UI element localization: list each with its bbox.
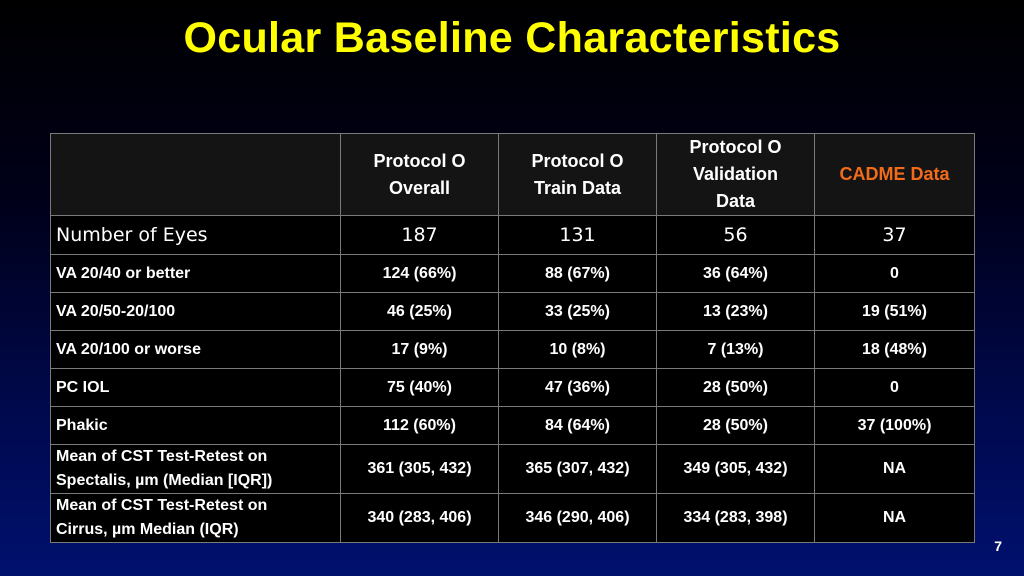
table-cell: 346 (290, 406) <box>498 493 657 543</box>
row-label: VA 20/40 or better <box>50 254 341 293</box>
table-cell: 28 (50%) <box>656 368 815 407</box>
table-row: VA 20/100 or worse 17 (9%) 10 (8%) 7 (13… <box>50 330 975 369</box>
table-cell: 37 (100%) <box>814 406 975 445</box>
header-line: Protocol O <box>373 150 466 171</box>
row-label: VA 20/50-20/100 <box>50 292 341 331</box>
table-cell: 187 <box>340 215 499 255</box>
number-of-eyes-row: Number of Eyes 187 131 56 37 <box>50 215 975 255</box>
header-row: Protocol O Overall Protocol O Train Data… <box>50 133 975 216</box>
header-protocol-o-overall: Protocol O Overall <box>340 133 499 216</box>
row-label: Number of Eyes <box>50 215 341 255</box>
slide-title: Ocular Baseline Characteristics <box>183 14 841 62</box>
table-cell: 47 (36%) <box>498 368 657 407</box>
table-cell: NA <box>814 444 975 494</box>
table-cell: 56 <box>656 215 815 255</box>
header-cadme-data: CADME Data <box>814 133 975 216</box>
table-row: Mean of CST Test-Retest on Cirrus, µm Me… <box>50 493 975 543</box>
baseline-table: Protocol O Overall Protocol O Train Data… <box>50 133 975 543</box>
table-cell: 361 (305, 432) <box>340 444 499 494</box>
table-cell: 112 (60%) <box>340 406 499 445</box>
table-cell: 17 (9%) <box>340 330 499 369</box>
table-cell: 75 (40%) <box>340 368 499 407</box>
table-row: Phakic 112 (60%) 84 (64%) 28 (50%) 37 (1… <box>50 406 975 445</box>
table-row: PC IOL 75 (40%) 47 (36%) 28 (50%) 0 <box>50 368 975 407</box>
table-cell: 0 <box>814 368 975 407</box>
table-cell: 7 (13%) <box>656 330 815 369</box>
header-line: Data <box>715 191 755 211</box>
header-line: Train Data <box>533 177 622 198</box>
table-cell: 124 (66%) <box>340 254 499 293</box>
header-corner-cell <box>50 133 341 216</box>
table-cell: 131 <box>498 215 657 255</box>
table-cell: 365 (307, 432) <box>498 444 657 494</box>
table-cell: 28 (50%) <box>656 406 815 445</box>
row-label: PC IOL <box>50 368 341 407</box>
table-row: VA 20/50-20/100 46 (25%) 33 (25%) 13 (23… <box>50 292 975 331</box>
header-protocol-o-validation: Protocol O Validation Data <box>656 133 815 216</box>
header-line: Protocol O <box>689 137 782 157</box>
header-protocol-o-train: Protocol O Train Data <box>498 133 657 216</box>
table-cell: 0 <box>814 254 975 293</box>
table-cell: 18 (48%) <box>814 330 975 369</box>
row-label-line: Cirrus, µm Median (IQR) <box>56 521 239 538</box>
row-label: Mean of CST Test-Retest on Cirrus, µm Me… <box>50 493 341 543</box>
row-label-line: Mean of CST Test-Retest on <box>56 497 268 514</box>
header-line: Overall <box>388 177 451 198</box>
table-cell: 36 (64%) <box>656 254 815 293</box>
row-label: Mean of CST Test-Retest on Spectalis, µm… <box>50 444 341 494</box>
table-cell: 46 (25%) <box>340 292 499 331</box>
table-cell: 84 (64%) <box>498 406 657 445</box>
table-cell: 340 (283, 406) <box>340 493 499 543</box>
header-line: CADME Data <box>839 164 950 184</box>
row-label-line: Spectalis, µm (Median [IQR]) <box>56 472 273 489</box>
table-cell: 19 (51%) <box>814 292 975 331</box>
row-label-line: Mean of CST Test-Retest on <box>56 448 268 465</box>
row-label: VA 20/100 or worse <box>50 330 341 369</box>
table-cell: 10 (8%) <box>498 330 657 369</box>
header-line: Validation <box>692 164 779 184</box>
table-cell: 13 (23%) <box>656 292 815 331</box>
row-label: Phakic <box>50 406 341 445</box>
table-cell: NA <box>814 493 975 543</box>
table-cell: 37 <box>814 215 975 255</box>
table-cell: 349 (305, 432) <box>656 444 815 494</box>
table-cell: 88 (67%) <box>498 254 657 293</box>
header-line: Protocol O <box>531 150 624 171</box>
table-row: VA 20/40 or better 124 (66%) 88 (67%) 36… <box>50 254 975 293</box>
page-number: 7 <box>994 538 1002 554</box>
table-row: Mean of CST Test-Retest on Spectalis, µm… <box>50 444 975 494</box>
table-cell: 33 (25%) <box>498 292 657 331</box>
table-cell: 334 (283, 398) <box>656 493 815 543</box>
